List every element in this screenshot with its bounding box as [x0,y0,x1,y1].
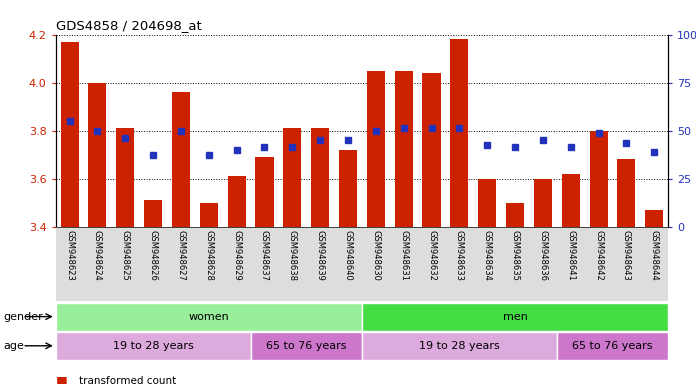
Bar [200,202,218,227]
Bar [422,73,441,227]
Text: GDS4858 / 204698_at: GDS4858 / 204698_at [56,19,201,32]
Text: gender: gender [3,311,43,322]
Text: GSM948641: GSM948641 [567,230,575,281]
Bar [362,332,557,360]
Bar [56,303,362,331]
Bar [362,303,668,331]
Text: GSM948632: GSM948632 [427,230,436,281]
Text: GSM948624: GSM948624 [93,230,102,281]
Bar [172,92,190,227]
Bar [255,157,274,227]
Bar [645,210,663,227]
Text: men: men [503,311,528,322]
Bar [283,128,301,227]
Bar [339,150,357,227]
Text: GSM948631: GSM948631 [400,230,408,281]
Bar [311,128,329,227]
Bar [506,202,524,227]
Bar [367,71,385,227]
Bar [534,179,552,227]
Text: GSM948629: GSM948629 [232,230,241,281]
Text: GSM948638: GSM948638 [288,230,296,281]
Text: transformed count: transformed count [79,376,176,384]
Text: GSM948643: GSM948643 [622,230,631,281]
Bar [562,174,580,227]
Bar [144,200,162,227]
Bar [228,176,246,227]
Bar [590,131,608,227]
Text: women: women [189,311,229,322]
Text: GSM948636: GSM948636 [539,230,547,281]
Bar [61,42,79,227]
Text: GSM948626: GSM948626 [149,230,157,281]
Text: 19 to 28 years: 19 to 28 years [113,341,193,351]
Text: 65 to 76 years: 65 to 76 years [266,341,347,351]
Text: 65 to 76 years: 65 to 76 years [572,341,653,351]
Text: GSM948642: GSM948642 [594,230,603,281]
Text: 19 to 28 years: 19 to 28 years [419,341,500,351]
Text: ■: ■ [56,374,68,384]
Text: GSM948644: GSM948644 [650,230,658,281]
Bar [88,83,106,227]
Text: GSM948637: GSM948637 [260,230,269,281]
Bar [617,159,635,227]
Text: GSM948634: GSM948634 [483,230,491,281]
Bar [251,332,362,360]
Bar [450,40,468,227]
Bar [395,71,413,227]
Text: GSM948633: GSM948633 [455,230,464,281]
Text: GSM948628: GSM948628 [205,230,213,281]
Text: GSM948630: GSM948630 [372,230,380,281]
Text: GSM948625: GSM948625 [121,230,129,281]
Bar [56,332,251,360]
Text: GSM948640: GSM948640 [344,230,352,281]
Text: GSM948635: GSM948635 [511,230,519,281]
Text: age: age [3,341,24,351]
Text: GSM948639: GSM948639 [316,230,324,281]
Text: GSM948623: GSM948623 [65,230,74,281]
Bar [557,332,668,360]
Text: GSM948627: GSM948627 [177,230,185,281]
Bar [116,128,134,227]
Bar [478,179,496,227]
